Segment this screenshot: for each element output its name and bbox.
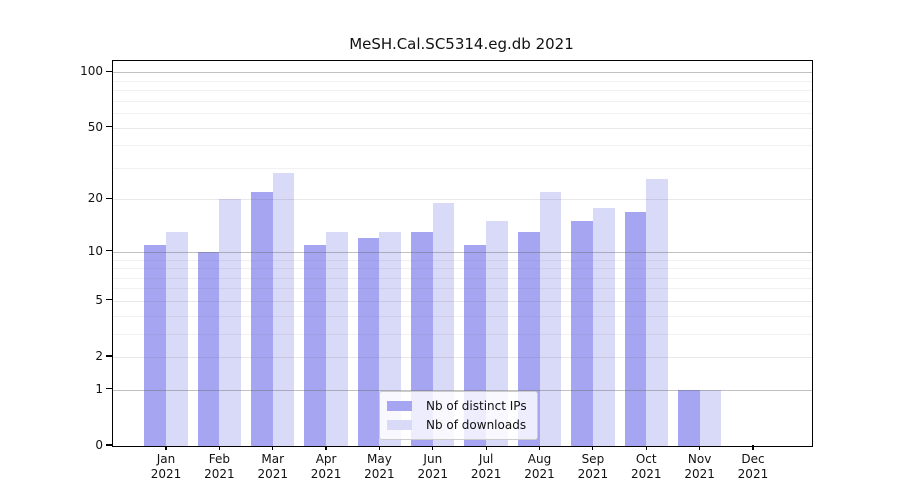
gridline-y-80 [113, 90, 812, 92]
bar-ips-nov [677, 389, 700, 446]
ytick-0 [106, 444, 112, 446]
ytick-5 [106, 299, 112, 301]
xtick-aug [538, 445, 541, 450]
xtick-dec [752, 445, 754, 450]
xtick-label-jul: Jul 2021 [470, 452, 502, 481]
ytick-10 [106, 250, 112, 252]
gridline-y-50 [113, 127, 812, 129]
legend-item-downloads: Nb of downloads [387, 418, 527, 432]
bar-ips-oct [624, 211, 647, 446]
bar-ips-mar [251, 192, 273, 446]
legend-swatch-distinct-ips [387, 401, 412, 411]
ytick-label-20: 20 [87, 191, 103, 206]
bar-ips-apr [304, 244, 327, 446]
xtick-nov [699, 445, 701, 450]
ytick-label-1: 1 [95, 381, 103, 396]
xtick-label-may: May 2021 [364, 452, 395, 481]
ytick-100 [106, 70, 112, 72]
ytick-1 [106, 388, 112, 390]
xtick-label-sep: Sep 2021 [577, 452, 609, 481]
ytick-label-0: 0 [95, 438, 103, 452]
legend-label-distinct-ips: Nb of distinct IPs [426, 399, 527, 413]
gridline-y-60 [113, 113, 812, 115]
gridline-y-20 [113, 199, 812, 201]
gridline-y-4 [113, 315, 812, 317]
bar-downloads-mar [272, 173, 295, 446]
gridline-y-100 [113, 72, 812, 74]
gridline-y-1 [113, 389, 812, 391]
xtick-may [378, 445, 381, 450]
gridline-y-5 [113, 300, 812, 302]
legend-item-distinct-ips: Nb of distinct IPs [387, 399, 527, 413]
gridline-y-3 [113, 333, 812, 335]
gridline-y-9 [113, 259, 812, 261]
xtick-apr [325, 445, 327, 450]
legend-label-downloads: Nb of downloads [426, 418, 527, 432]
ytick-label-2: 2 [95, 349, 103, 364]
xtick-label-feb: Feb 2021 [204, 452, 235, 481]
bar-ips-sep [571, 221, 593, 446]
gridline-y-6 [113, 288, 812, 290]
xtick-feb [218, 445, 220, 450]
gridline-y-40 [113, 145, 812, 147]
xtick-label-mar: Mar 2021 [257, 452, 288, 481]
xtick-sep [592, 445, 594, 450]
bar-downloads-sep [592, 207, 615, 446]
legend: Nb of distinct IPs Nb of downloads [379, 391, 538, 440]
bar-downloads-feb [219, 199, 242, 446]
bar-downloads-apr [326, 232, 348, 446]
gridline-y-90 [113, 80, 812, 82]
bar-ips-jan [144, 244, 166, 446]
xtick-mar [272, 445, 274, 450]
bar-downloads-jun [432, 203, 455, 446]
xtick-oct [645, 445, 647, 450]
ytick-2 [106, 355, 112, 357]
bar-downloads-aug [539, 192, 562, 446]
plot-area: Nb of distinct IPs Nb of downloads [112, 60, 813, 447]
gridline-y-30 [113, 167, 812, 169]
bar-downloads-oct [646, 179, 668, 446]
ytick-label-5: 5 [95, 292, 103, 307]
xtick-label-nov: Nov 2021 [684, 452, 715, 481]
ytick-50 [106, 125, 112, 128]
gridline-y-2 [113, 357, 812, 359]
ytick-label-100: 100 [80, 64, 103, 79]
gridline-y-70 [113, 100, 812, 102]
bar-downloads-nov [699, 389, 722, 446]
ytick-label-10: 10 [87, 243, 103, 258]
gridline-y-7 [113, 277, 812, 279]
legend-swatch-downloads [387, 420, 412, 430]
xtick-label-apr: Apr 2021 [310, 452, 342, 481]
gridline-y-8 [113, 268, 812, 270]
chart-title: MeSH.Cal.SC5314.eg.db 2021 [349, 35, 574, 53]
xtick-jan [165, 445, 167, 450]
bar-downloads-jul [486, 221, 508, 446]
xtick-jul [485, 445, 487, 450]
gridline-y-10 [113, 251, 812, 253]
ytick-label-50: 50 [87, 119, 103, 134]
xtick-label-aug: Aug 2021 [524, 452, 555, 481]
bar-downloads-jan [166, 232, 188, 446]
xtick-label-jan: Jan 2021 [150, 452, 182, 481]
bar-ips-feb [197, 251, 220, 446]
bar-ips-may [357, 238, 380, 446]
xtick-jun [432, 445, 434, 450]
xtick-label-oct: Oct 2021 [630, 452, 662, 481]
ytick-20 [106, 197, 112, 199]
xtick-label-dec: Dec 2021 [737, 452, 769, 481]
xtick-label-jun: Jun 2021 [417, 452, 449, 481]
